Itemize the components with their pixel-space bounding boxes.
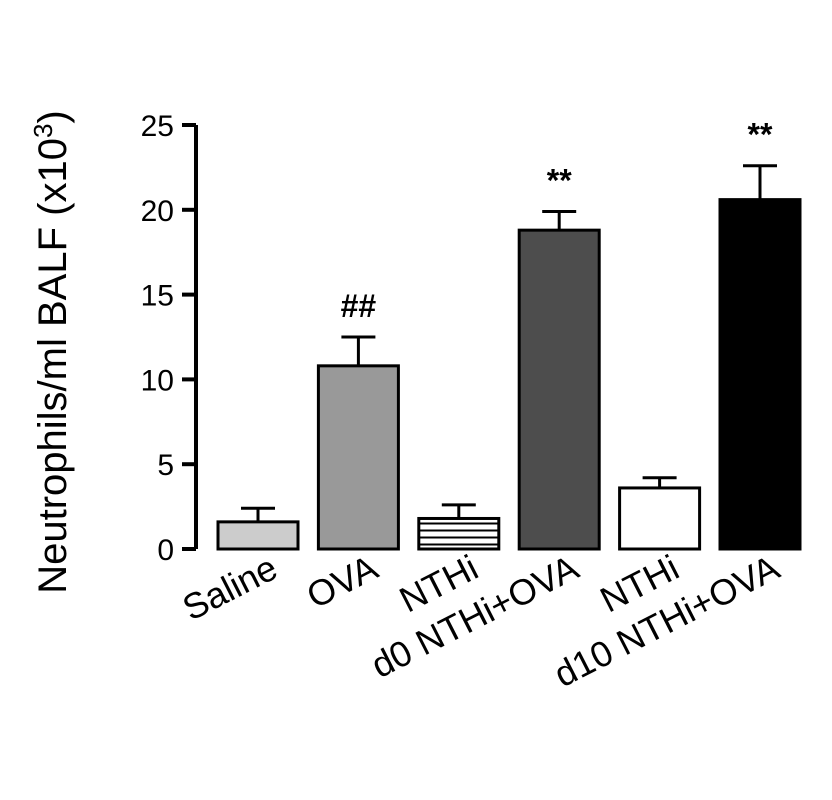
axes: 0 5 10 15 20 25	[141, 110, 198, 567]
y-tick-label: 25	[141, 110, 174, 143]
y-tick-label: 5	[157, 449, 174, 482]
bar	[618, 486, 702, 551]
y-tick-label: 10	[141, 364, 174, 397]
bar	[517, 228, 601, 551]
bar	[718, 198, 802, 551]
y-axis-label: Neutrophils/ml BALF (x103)	[28, 110, 75, 594]
y-tick-label: 20	[141, 195, 174, 228]
category-label: OVA	[300, 547, 384, 617]
category-label: Saline	[176, 547, 284, 629]
bars: ## ** **	[216, 117, 802, 551]
y-tick-label: 0	[157, 534, 174, 567]
bar	[216, 520, 300, 551]
bar	[417, 516, 501, 551]
significance-label: ##	[341, 288, 377, 324]
significance-label: **	[547, 162, 572, 198]
y-tick-label: 15	[141, 280, 174, 313]
significance-label: **	[748, 117, 773, 153]
bar	[316, 364, 400, 551]
